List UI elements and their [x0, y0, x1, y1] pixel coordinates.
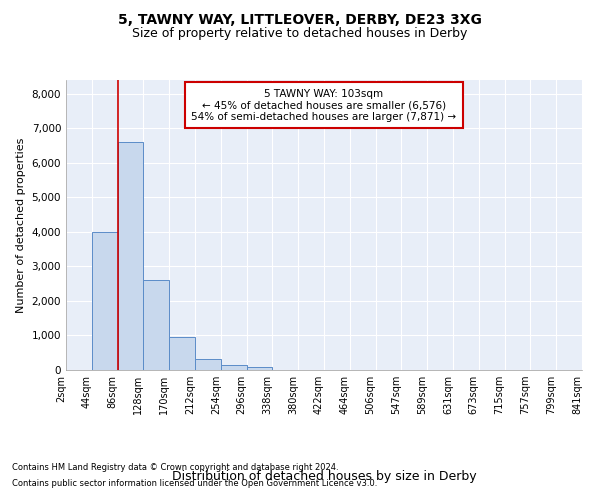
Bar [169, 337, 195, 370]
Bar [118, 142, 143, 370]
Text: 5 TAWNY WAY: 103sqm
← 45% of detached houses are smaller (6,576)
54% of semi-det: 5 TAWNY WAY: 103sqm ← 45% of detached ho… [191, 88, 457, 122]
Text: Size of property relative to detached houses in Derby: Size of property relative to detached ho… [133, 28, 467, 40]
X-axis label: Distribution of detached houses by size in Derby: Distribution of detached houses by size … [172, 470, 476, 483]
Y-axis label: Number of detached properties: Number of detached properties [16, 138, 26, 312]
Text: 5, TAWNY WAY, LITTLEOVER, DERBY, DE23 3XG: 5, TAWNY WAY, LITTLEOVER, DERBY, DE23 3X… [118, 12, 482, 26]
Bar [92, 232, 118, 370]
Bar [195, 358, 221, 370]
Bar [143, 280, 169, 370]
Text: Contains HM Land Registry data © Crown copyright and database right 2024.: Contains HM Land Registry data © Crown c… [12, 464, 338, 472]
Bar [247, 366, 272, 370]
Bar [221, 365, 247, 370]
Text: Contains public sector information licensed under the Open Government Licence v3: Contains public sector information licen… [12, 478, 377, 488]
